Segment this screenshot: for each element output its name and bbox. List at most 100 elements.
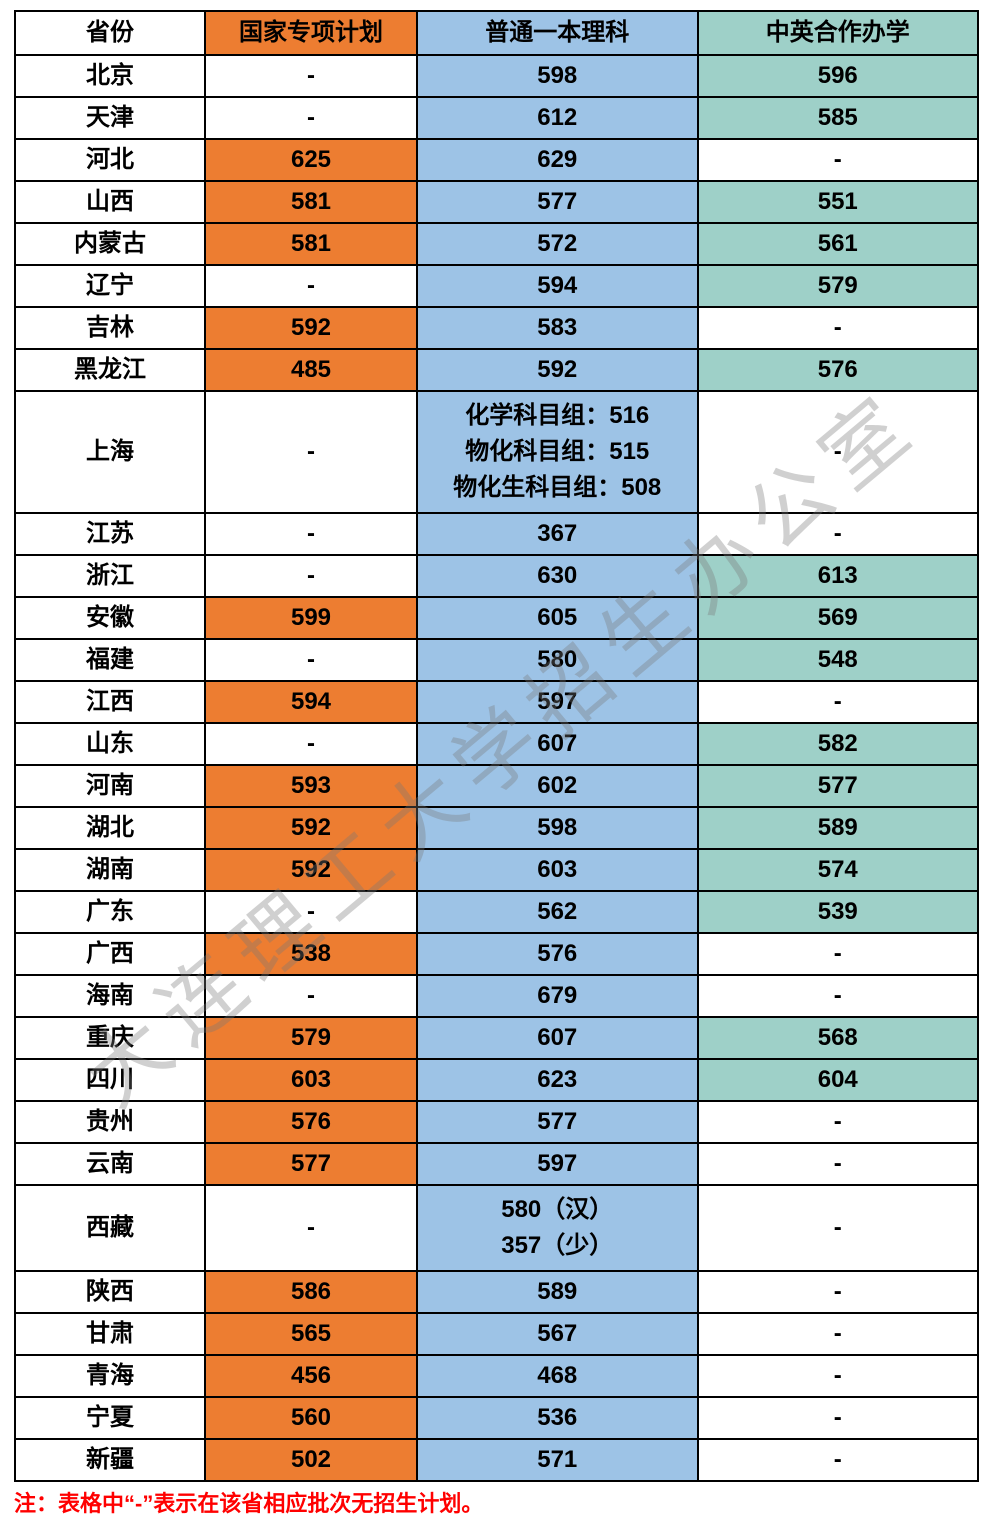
cell-province: 海南 bbox=[15, 975, 205, 1017]
cell-col_b: 580（汉）357（少） bbox=[417, 1185, 698, 1271]
cell-col_a: - bbox=[205, 555, 417, 597]
cell-col_b: 607 bbox=[417, 723, 698, 765]
cell-col_a: - bbox=[205, 391, 417, 513]
cell-col_c: - bbox=[698, 1397, 979, 1439]
cell-col_b: 468 bbox=[417, 1355, 698, 1397]
cell-col_b: 577 bbox=[417, 1101, 698, 1143]
cell-col_a: 581 bbox=[205, 181, 417, 223]
cell-col_a: 586 bbox=[205, 1271, 417, 1313]
cell-col_b: 602 bbox=[417, 765, 698, 807]
cell-col_a: - bbox=[205, 1185, 417, 1271]
cell-col_b: 化学科目组：516物化科目组：515物化生科目组：508 bbox=[417, 391, 698, 513]
table-row: 湖南592603574 bbox=[15, 849, 978, 891]
table-row: 湖北592598589 bbox=[15, 807, 978, 849]
cell-province: 贵州 bbox=[15, 1101, 205, 1143]
cell-col_c: 585 bbox=[698, 97, 979, 139]
cell-col_a: 599 bbox=[205, 597, 417, 639]
cell-col_b: 603 bbox=[417, 849, 698, 891]
cell-col_b: 679 bbox=[417, 975, 698, 1017]
cell-col_a: 560 bbox=[205, 1397, 417, 1439]
cell-col_a: 502 bbox=[205, 1439, 417, 1481]
cell-col_a: 603 bbox=[205, 1059, 417, 1101]
cell-province: 广东 bbox=[15, 891, 205, 933]
cell-province: 辽宁 bbox=[15, 265, 205, 307]
cell-col_a: - bbox=[205, 891, 417, 933]
admission-scores-table: 省份 国家专项计划 普通一本理科 中英合作办学 北京-598596天津-6125… bbox=[14, 10, 979, 1482]
header-national-special: 国家专项计划 bbox=[205, 11, 417, 55]
cell-province: 黑龙江 bbox=[15, 349, 205, 391]
cell-col_a: 485 bbox=[205, 349, 417, 391]
table-row: 云南577597- bbox=[15, 1143, 978, 1185]
cell-col_b: 605 bbox=[417, 597, 698, 639]
cell-col_a: - bbox=[205, 639, 417, 681]
cell-col_c: 596 bbox=[698, 55, 979, 97]
cell-col_b: 598 bbox=[417, 55, 698, 97]
cell-province: 内蒙古 bbox=[15, 223, 205, 265]
cell-col_a: 592 bbox=[205, 849, 417, 891]
cell-province: 安徽 bbox=[15, 597, 205, 639]
cell-province: 山东 bbox=[15, 723, 205, 765]
table-row: 浙江-630613 bbox=[15, 555, 978, 597]
cell-col_c: 576 bbox=[698, 349, 979, 391]
table-row: 安徽599605569 bbox=[15, 597, 978, 639]
cell-col_a: 565 bbox=[205, 1313, 417, 1355]
cell-col_b: 629 bbox=[417, 139, 698, 181]
cell-col_c: 569 bbox=[698, 597, 979, 639]
cell-col_b: 367 bbox=[417, 513, 698, 555]
table-row: 吉林592583- bbox=[15, 307, 978, 349]
table-body: 北京-598596天津-612585河北625629-山西581577551内蒙… bbox=[15, 55, 978, 1481]
cell-col_a: 456 bbox=[205, 1355, 417, 1397]
table-row: 陕西586589- bbox=[15, 1271, 978, 1313]
cell-col_a: 538 bbox=[205, 933, 417, 975]
cell-col_b: 576 bbox=[417, 933, 698, 975]
header-regular-science: 普通一本理科 bbox=[417, 11, 698, 55]
table-row: 新疆502571- bbox=[15, 1439, 978, 1481]
table-row: 甘肃565567- bbox=[15, 1313, 978, 1355]
table-row: 上海-化学科目组：516物化科目组：515物化生科目组：508- bbox=[15, 391, 978, 513]
table-row: 北京-598596 bbox=[15, 55, 978, 97]
cell-province: 广西 bbox=[15, 933, 205, 975]
cell-province: 四川 bbox=[15, 1059, 205, 1101]
cell-col_c: - bbox=[698, 1143, 979, 1185]
cell-col_a: 577 bbox=[205, 1143, 417, 1185]
table-row: 河北625629- bbox=[15, 139, 978, 181]
cell-province: 重庆 bbox=[15, 1017, 205, 1059]
table-row: 河南593602577 bbox=[15, 765, 978, 807]
cell-col_a: 581 bbox=[205, 223, 417, 265]
cell-col_c: 577 bbox=[698, 765, 979, 807]
cell-col_a: - bbox=[205, 723, 417, 765]
table-row: 四川603623604 bbox=[15, 1059, 978, 1101]
cell-col_b: 612 bbox=[417, 97, 698, 139]
cell-province: 河北 bbox=[15, 139, 205, 181]
cell-col_b: 571 bbox=[417, 1439, 698, 1481]
cell-province: 北京 bbox=[15, 55, 205, 97]
cell-col_b: 589 bbox=[417, 1271, 698, 1313]
table-row: 山东-607582 bbox=[15, 723, 978, 765]
cell-col_b: 597 bbox=[417, 1143, 698, 1185]
cell-col_b: 597 bbox=[417, 681, 698, 723]
cell-col_c: 568 bbox=[698, 1017, 979, 1059]
cell-col_c: - bbox=[698, 1185, 979, 1271]
cell-province: 天津 bbox=[15, 97, 205, 139]
table-row: 海南-679- bbox=[15, 975, 978, 1017]
cell-col_a: - bbox=[205, 55, 417, 97]
cell-col_a: - bbox=[205, 265, 417, 307]
cell-col_c: - bbox=[698, 1313, 979, 1355]
cell-col_b: 607 bbox=[417, 1017, 698, 1059]
cell-province: 河南 bbox=[15, 765, 205, 807]
cell-col_c: 551 bbox=[698, 181, 979, 223]
cell-col_c: - bbox=[698, 1439, 979, 1481]
cell-col_a: 576 bbox=[205, 1101, 417, 1143]
cell-province: 上海 bbox=[15, 391, 205, 513]
cell-col_a: 593 bbox=[205, 765, 417, 807]
cell-col_c: - bbox=[698, 933, 979, 975]
cell-col_b: 577 bbox=[417, 181, 698, 223]
cell-col_c: 561 bbox=[698, 223, 979, 265]
table-row: 黑龙江485592576 bbox=[15, 349, 978, 391]
cell-col_c: - bbox=[698, 1355, 979, 1397]
table-row: 西藏-580（汉）357（少）- bbox=[15, 1185, 978, 1271]
table-row: 重庆579607568 bbox=[15, 1017, 978, 1059]
cell-col_b: 536 bbox=[417, 1397, 698, 1439]
cell-province: 福建 bbox=[15, 639, 205, 681]
table-row: 江西594597- bbox=[15, 681, 978, 723]
